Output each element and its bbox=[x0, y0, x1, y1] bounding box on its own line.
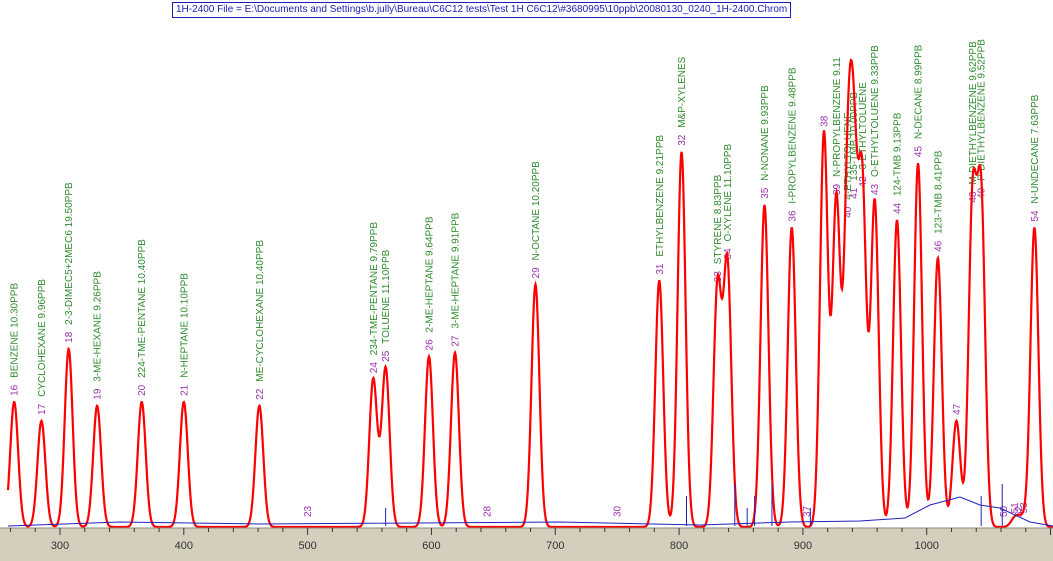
compound-label: N-UNDECANE 7.63PPB bbox=[1030, 94, 1041, 203]
compound-label: ETHYLBENZENE 9.21PPB bbox=[655, 135, 666, 257]
peak-number: 47 bbox=[952, 403, 963, 415]
compound-label: 4-ETHYLTOLUENE bbox=[843, 112, 854, 200]
compound-label: O-ETHYLTOLUENE 9.33PPB bbox=[870, 45, 881, 177]
peak-number: 32 bbox=[677, 134, 688, 146]
peak-number: 31 bbox=[655, 263, 666, 275]
compound-label: 123-TMB 8.41PPB bbox=[933, 150, 944, 234]
compound-label: 3-ME-HEXANE 9.26PPB bbox=[93, 271, 104, 382]
compound-label: N-OCTANE 10.20PPB bbox=[531, 161, 542, 261]
compound-label: 2-ME-HEPTANE 9.64PPB bbox=[424, 216, 435, 332]
integration-baseline bbox=[7, 496, 1053, 527]
peak-number: 37 bbox=[802, 505, 813, 517]
peak-number: 34 bbox=[723, 248, 734, 260]
peak-number: 18 bbox=[64, 331, 75, 343]
x-tick-label: 500 bbox=[298, 540, 316, 552]
peak-number: 23 bbox=[303, 505, 314, 517]
compound-label: I-PROPYLBENZENE 9.48PPB bbox=[787, 67, 798, 203]
peak-number: 51 bbox=[1010, 502, 1021, 514]
compound-label: 234-TME-PENTANE 9.79PPB bbox=[369, 222, 380, 356]
compound-label: 3-ETHYLTOLUENE bbox=[858, 82, 869, 170]
x-tick-label: 300 bbox=[51, 540, 69, 552]
axis-band bbox=[0, 528, 1053, 561]
compound-label: 224-TME-PENTANE 10.40PPB bbox=[137, 239, 148, 378]
x-tick-label: 600 bbox=[422, 540, 440, 552]
chromatogram-title: 1H-2400 File = E:\Documents and Settings… bbox=[172, 2, 792, 18]
x-tick-label: 1000 bbox=[914, 540, 938, 552]
peak-number: 26 bbox=[424, 339, 435, 351]
peak-number: 40 bbox=[843, 206, 854, 218]
trace-layer bbox=[6, 58, 1053, 529]
peak-number: 45 bbox=[914, 146, 925, 158]
compound-label: N-DECANE 8.99PPB bbox=[914, 44, 925, 139]
compound-label: STYRENE 8.83PPB bbox=[713, 174, 724, 264]
peak-number: 24 bbox=[369, 362, 380, 374]
peak-number: 16 bbox=[10, 384, 21, 396]
peak-number: 19 bbox=[93, 388, 104, 400]
peak-number: 46 bbox=[933, 240, 944, 252]
compound-label: TOLUENE 11.10PPB bbox=[381, 249, 392, 343]
compound-label: 135-TMB 10.00PPB bbox=[849, 92, 860, 181]
peak-number: 48 bbox=[968, 191, 979, 203]
compound-label: 2-3-DIMEC5+2MEC6 19.50PPB bbox=[64, 182, 75, 325]
chromatogram-trace bbox=[6, 58, 1053, 529]
compound-label: N-HEPTANE 10.10PPB bbox=[179, 273, 190, 378]
compound-label: 3-ME-HEPTANE 9.91PPB bbox=[450, 212, 461, 328]
x-tick-label: 900 bbox=[794, 540, 812, 552]
compound-label: N-NONANE 9.93PPB bbox=[760, 85, 771, 181]
peak-number: 17 bbox=[37, 403, 48, 415]
compound-label: M-DIETHYLBENZENE 9.62PPB bbox=[968, 41, 979, 185]
peak-number: 30 bbox=[613, 505, 624, 517]
peak-number: 35 bbox=[760, 187, 771, 199]
peak-number: 38 bbox=[819, 115, 830, 127]
peak-number: 39 bbox=[832, 183, 843, 195]
peak-number: 54 bbox=[1030, 210, 1041, 222]
peak-number: 22 bbox=[255, 388, 266, 400]
x-tick-label: 700 bbox=[546, 540, 564, 552]
peak-number: 43 bbox=[870, 183, 881, 195]
peak-number: 20 bbox=[137, 384, 148, 396]
peak-number: 21 bbox=[179, 384, 190, 396]
x-tick-label: 400 bbox=[175, 540, 193, 552]
peak-number: 41 bbox=[849, 187, 860, 199]
x-axis: 300 400 500 600 700 800 900 1000 bbox=[0, 527, 1053, 561]
compound-label: 124-TMB 9.13PPB bbox=[892, 112, 903, 196]
compound-label: M&P-XYLENES bbox=[677, 56, 688, 127]
compound-label: BENZENE 10.30PPB bbox=[10, 283, 21, 378]
compound-label: CYCLOHEXANE 9.96PPB bbox=[37, 279, 48, 397]
peak-labels: 16 BENZENE 10.30PPB 17 CYCLOHEXANE 9.96PPB 1… bbox=[10, 39, 1041, 517]
peak-number: 25 bbox=[381, 350, 392, 362]
x-tick-label: 800 bbox=[670, 540, 688, 552]
peak-number: 36 bbox=[787, 210, 798, 222]
compound-label: N-PROPYLBENZENE 9.11 bbox=[832, 57, 843, 177]
compound-label: ME-CYCLOHEXANE 10.40PPB bbox=[255, 240, 266, 382]
peak-number: 28 bbox=[483, 505, 494, 517]
peak-number: 27 bbox=[450, 335, 461, 347]
peak-number: 50 bbox=[999, 505, 1010, 517]
compound-label: O-XYLENE 11.10PPB bbox=[723, 144, 734, 242]
peak-number: 44 bbox=[892, 202, 903, 214]
compound-label: P-DIETHYLBENZENE 9.52PPB bbox=[977, 39, 988, 181]
peak-number: 52 bbox=[1014, 506, 1025, 518]
peak-number: 29 bbox=[531, 267, 542, 279]
